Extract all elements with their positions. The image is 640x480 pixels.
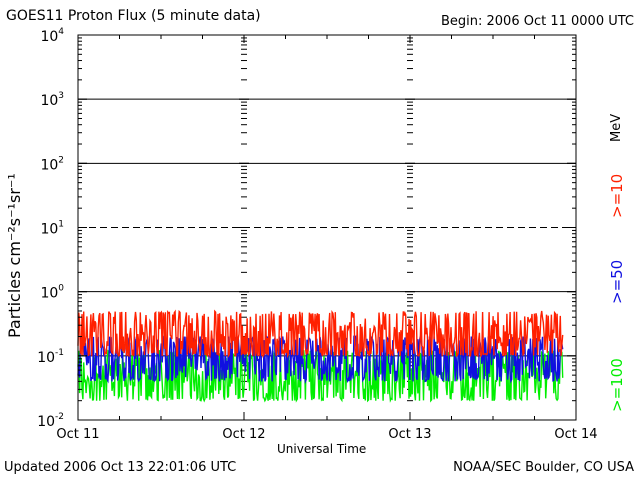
chart-title: GOES11 Proton Flux (5 minute data) [6, 8, 261, 24]
x-tick-label: Oct 12 [222, 427, 265, 442]
updated-timestamp: Updated 2006 Oct 13 22:01:06 UTC [4, 460, 237, 475]
units-label: MeV [609, 113, 624, 142]
x-tick-label: Oct 13 [388, 427, 431, 442]
legend-ge10: >=10 [608, 173, 626, 218]
legend-ge100: >=100 [608, 358, 626, 412]
x-tick-label: Oct 11 [56, 427, 99, 442]
series-line-ge50 [77, 334, 564, 385]
y-tick-label: 100 [40, 284, 64, 302]
y-tick-label: 102 [40, 155, 64, 173]
series-line-ge10 [77, 309, 564, 359]
x-axis-label: Universal Time [277, 442, 367, 456]
y-tick-label: 103 [40, 91, 64, 109]
begin-time: Begin: 2006 Oct 11 0000 UTC [440, 14, 634, 29]
legend-ge50: >=50 [608, 259, 626, 304]
y-tick-label: 104 [40, 27, 64, 45]
credit-label: NOAA/SEC Boulder, CO USA [453, 460, 634, 475]
y-tick-label: 10-2 [37, 412, 64, 430]
y-tick-label: 10-1 [37, 348, 64, 366]
y-axis-label: Particles cm⁻²s⁻¹sr⁻¹ [5, 173, 24, 338]
y-tick-label: 101 [40, 220, 64, 238]
x-tick-label: Oct 14 [554, 427, 597, 442]
